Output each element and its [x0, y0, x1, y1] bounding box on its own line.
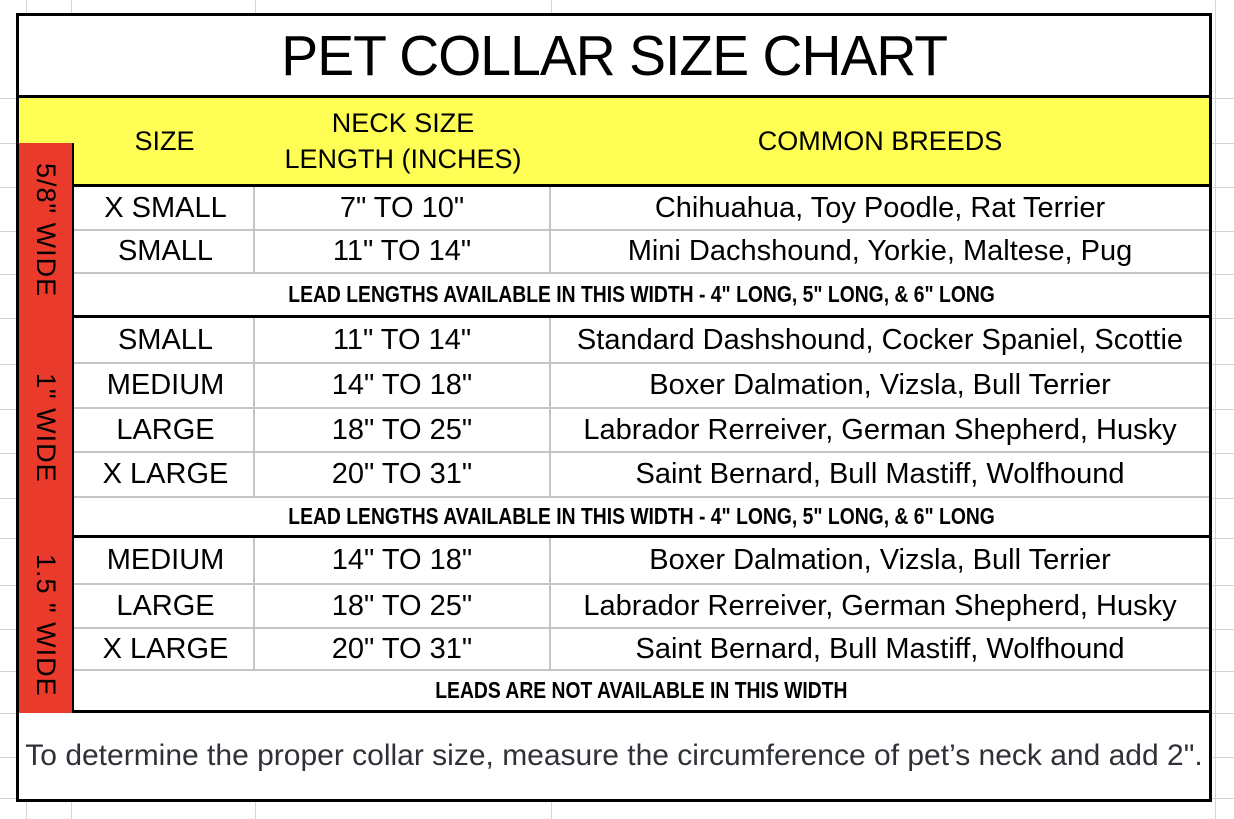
size-cell: SMALL [117, 323, 214, 356]
breeds-cell: Saint Bernard, Bull Mastiff, Wolfhound [549, 453, 1209, 496]
header-common-breeds: COMMON BREEDS [551, 123, 1209, 159]
table-row: MEDIUM 14" TO 18" Boxer Dalmation, Vizsla,… [19, 364, 1209, 409]
neck-size-cell: 18" TO 25" [253, 585, 549, 627]
size-cell: X SMALL [104, 191, 227, 224]
width-label-cell-58: 5/8" WIDE [19, 143, 74, 318]
neck-size-cell: 11" TO 14" [253, 231, 549, 272]
width-label-cell-15: 1.5 " WIDE [19, 538, 74, 713]
size-cell: SMALL [117, 235, 214, 267]
breeds-cell: Chihuahua, Toy Poodle, Rat Terrier [549, 187, 1209, 229]
width-label-58: 5/8" WIDE [31, 163, 61, 298]
table-row: LARGE 18" TO 25" Labrador Rerreiver, Germa… [19, 585, 1209, 629]
page-title: PET COLLAR SIZE CHART [281, 23, 948, 88]
table-row: X SMALL 7" TO 10" Chihuahua, Toy Poodle, R… [19, 187, 1209, 231]
note-row: To determine the proper collar size, mea… [19, 713, 1209, 799]
size-cell: LARGE [116, 589, 215, 622]
breeds-cell: Mini Dachshound, Yorkie, Maltese, Pug [549, 231, 1209, 272]
sizing-note: To determine the proper collar size, mea… [25, 739, 1203, 772]
size-cell: MEDIUM [106, 544, 225, 576]
breeds-cell: Boxer Dalmation, Vizsla, Bull Terrier [549, 364, 1209, 407]
header-size-label: SIZE [134, 126, 195, 156]
width-label-1: 1" WIDE [31, 373, 61, 483]
neck-size-cell: 14" TO 18" [253, 364, 549, 407]
section-footer-text: LEAD LENGTHS AVAILABLE IN THIS WIDTH - 4… [288, 503, 995, 529]
neck-size-cell: 18" TO 25" [253, 409, 549, 451]
size-cell: X LARGE [102, 632, 229, 665]
size-cell: X LARGE [102, 458, 229, 490]
size-cell: LARGE [116, 413, 215, 446]
width-label-15: 1.5 " WIDE [31, 554, 61, 697]
header-size: SIZE [74, 123, 255, 159]
table-row: X LARGE 20" TO 31" Saint Bernard, Bull Mas… [19, 453, 1209, 498]
header-row: SIZE NECK SIZE LENGTH (INCHES) COMMON BR… [19, 98, 1209, 187]
breeds-cell: Boxer Dalmation, Vizsla, Bull Terrier [549, 538, 1209, 583]
header-breeds-label: COMMON BREEDS [757, 126, 1003, 156]
section-footer-text: LEADS ARE NOT AVAILABLE IN THIS WIDTH [435, 677, 848, 703]
table-row: X LARGE 20" TO 31" Saint Bernard, Bull Mas… [19, 629, 1209, 671]
breeds-cell: Labrador Rerreiver, German Shepherd, Hus… [549, 585, 1209, 627]
neck-size-cell: 20" TO 31" [253, 453, 549, 496]
neck-size-cell: 11" TO 14" [253, 318, 549, 362]
header-neck-line2: LENGTH (INCHES) [284, 144, 522, 174]
neck-size-cell: 14" TO 18" [253, 538, 549, 583]
header-neck-line1: NECK SIZE [331, 108, 475, 138]
section-footer-row: LEAD LENGTHS AVAILABLE IN THIS WIDTH - 4… [19, 274, 1209, 318]
table-body: X SMALL 7" TO 10" Chihuahua, Toy Poodle, R… [19, 187, 1209, 713]
section-footer-text: LEAD LENGTHS AVAILABLE IN THIS WIDTH - 4… [288, 281, 995, 307]
section-footer-row: LEADS ARE NOT AVAILABLE IN THIS WIDTH [19, 671, 1209, 713]
neck-size-cell: 20" TO 31" [253, 629, 549, 669]
title-row: PET COLLAR SIZE CHART [19, 16, 1209, 98]
table-row: MEDIUM 14" TO 18" Boxer Dalmation, Vizsla,… [19, 538, 1209, 585]
header-neck-size: NECK SIZE LENGTH (INCHES) [255, 105, 551, 177]
breeds-cell: Standard Dashshound, Cocker Spaniel, Sco… [549, 318, 1209, 362]
breeds-cell: Saint Bernard, Bull Mastiff, Wolfhound [549, 629, 1209, 669]
table-row: SMALL 11" TO 14" Mini Dachshound, Yorkie, … [19, 231, 1209, 274]
size-cell: MEDIUM [106, 369, 225, 401]
size-chart-table: PET COLLAR SIZE CHART SIZE NECK SIZE LEN… [16, 13, 1212, 802]
table-row: LARGE 18" TO 25" Labrador Rerreiver, Germa… [19, 409, 1209, 453]
breeds-cell: Labrador Rerreiver, German Shepherd, Hus… [549, 409, 1209, 451]
table-row: SMALL 11" TO 14" Standard Dashshound, Cock… [19, 318, 1209, 364]
neck-size-cell: 7" TO 10" [253, 187, 549, 229]
width-label-cell-1: 1" WIDE [19, 318, 74, 538]
section-footer-row: LEAD LENGTHS AVAILABLE IN THIS WIDTH - 4… [19, 498, 1209, 538]
